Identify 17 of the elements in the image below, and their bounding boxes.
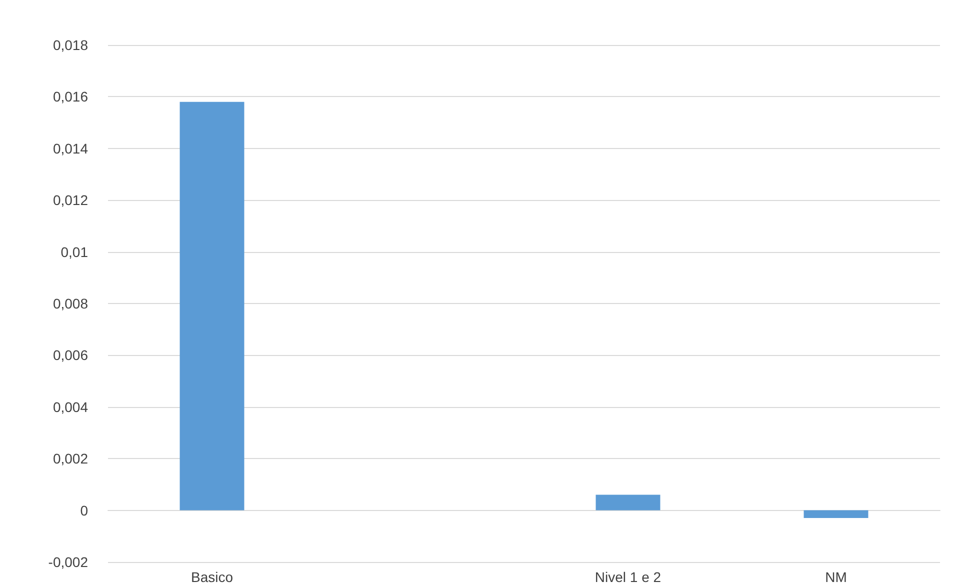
y-tick-label: 0,01	[60, 244, 88, 260]
y-tick-label: 0,018	[52, 37, 88, 53]
y-tick-label: 0	[80, 502, 88, 518]
y-tick-label: 0,012	[52, 192, 88, 208]
y-tick-label: 0,004	[52, 398, 88, 415]
y-tick-label: 0,014	[52, 140, 88, 156]
x-tick-label: Nivel 1 e 2	[594, 569, 662, 584]
bar	[596, 494, 660, 510]
y-tick-label: 0,002	[52, 450, 88, 467]
x-tick-label: NM	[825, 569, 847, 584]
bar	[804, 510, 868, 518]
y-tick-label: 0,006	[52, 347, 88, 364]
y-tick-label: -0,002	[48, 554, 88, 570]
bar	[180, 102, 244, 510]
y-tick-label: 0,008	[52, 296, 88, 312]
y-tick-label: 0,016	[52, 88, 88, 105]
x-tick-label: Basico	[190, 569, 234, 584]
